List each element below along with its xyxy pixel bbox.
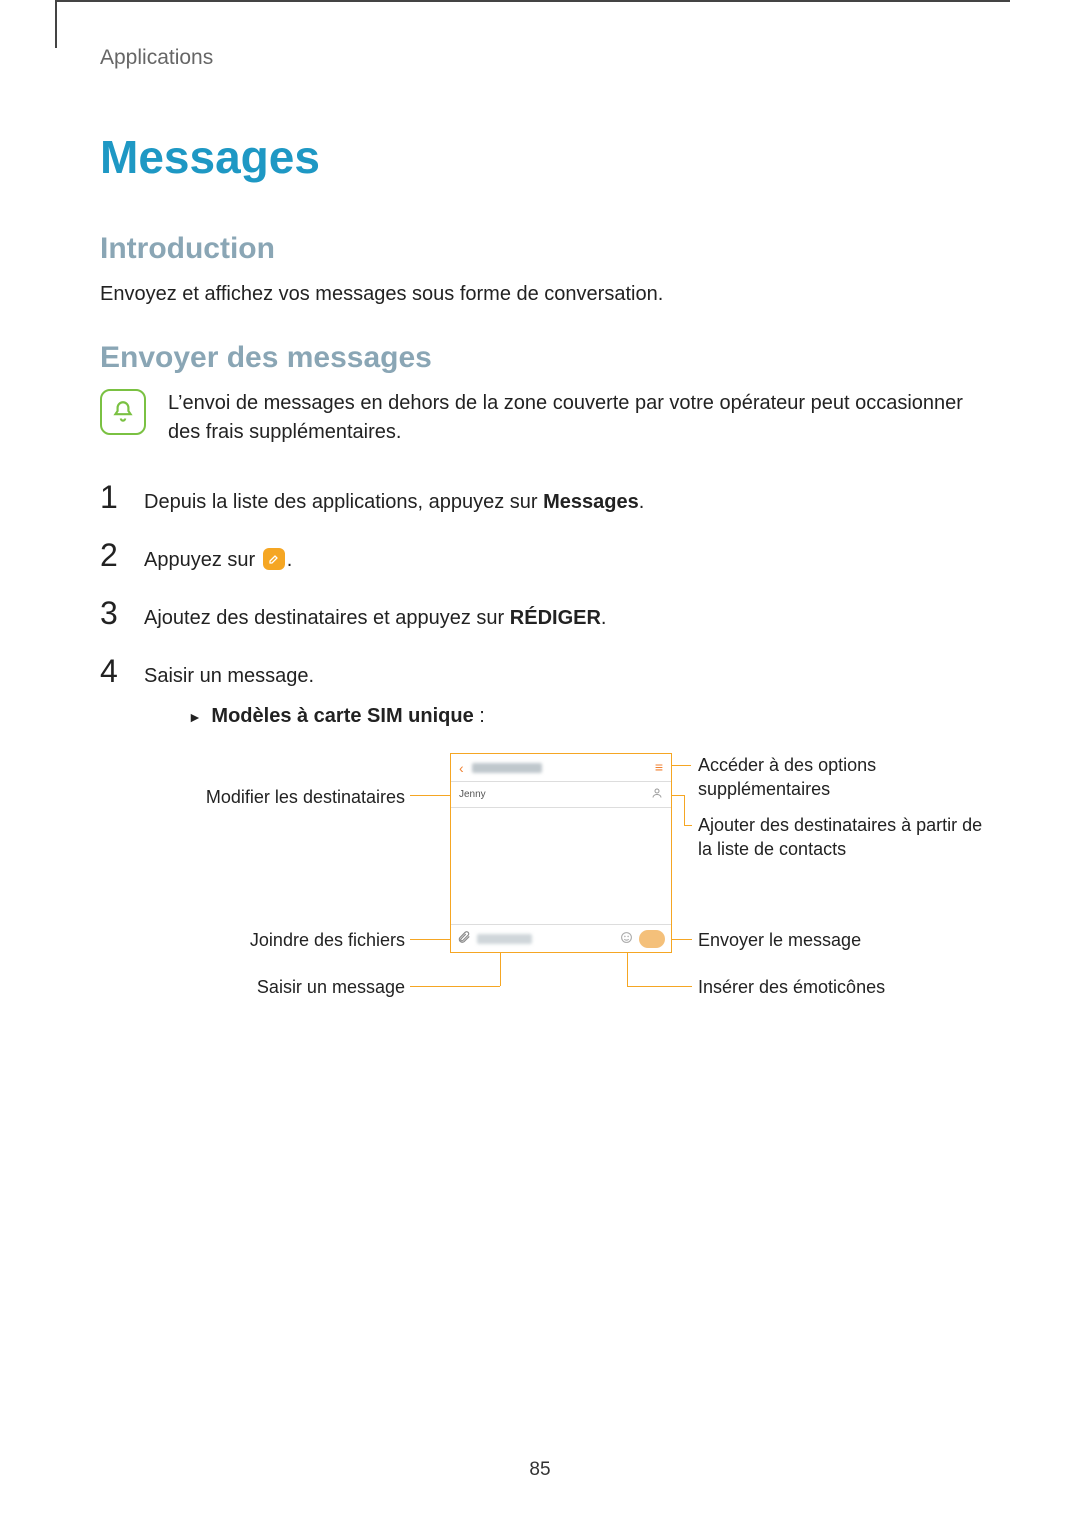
- step-subnote: ► Modèles à carte SIM unique :: [188, 701, 485, 731]
- recipient-name: Jenny: [459, 789, 486, 800]
- contact-icon: [651, 787, 663, 802]
- leader: [690, 765, 691, 766]
- leader: [410, 795, 450, 796]
- callout-add-contacts: Ajouter des destinataires à partir de la…: [698, 813, 988, 862]
- subnote-bold: Modèles à carte SIM unique: [211, 705, 473, 727]
- leader: [410, 986, 500, 987]
- note-bell-icon: [100, 389, 146, 435]
- phone-body: [451, 808, 671, 924]
- step-post: .: [639, 491, 645, 513]
- callout-attach: Joindre des fichiers: [235, 928, 405, 952]
- leader: [410, 939, 450, 940]
- leader: [672, 765, 690, 766]
- leader: [672, 939, 692, 940]
- page-number: 85: [0, 1459, 1080, 1481]
- step-text: Ajoutez des destinataires et appuyez sur: [144, 607, 510, 629]
- callout-more-options: Accéder à des options supplémentaires: [698, 753, 958, 802]
- step-text: Saisir un message.: [144, 665, 314, 687]
- phone-mock: ‹ ≡ Jenny: [450, 753, 672, 953]
- send-button: [639, 930, 665, 948]
- leader: [627, 986, 692, 987]
- step-num: 4: [100, 655, 126, 687]
- step-num: 2: [100, 539, 126, 571]
- step-num: 3: [100, 597, 126, 629]
- leader: [684, 795, 685, 825]
- callout-emoji: Insérer des émoticônes: [698, 975, 958, 999]
- note-text: L’envoi de messages en dehors de la zone…: [168, 389, 980, 447]
- section-intro-heading: Introduction: [100, 232, 980, 266]
- page-title: Messages: [100, 130, 980, 184]
- step-num: 1: [100, 481, 126, 513]
- step-post: .: [287, 549, 293, 571]
- left-rule: [55, 0, 57, 48]
- message-input-blur: [477, 934, 532, 944]
- step-bold: Messages: [543, 491, 639, 513]
- step-text: Depuis la liste des applications, appuye…: [144, 491, 543, 513]
- top-rule: [55, 0, 1010, 2]
- leader: [500, 953, 501, 986]
- leader: [627, 953, 628, 986]
- step-1: 1 Depuis la liste des applications, appu…: [100, 481, 980, 517]
- phone-header: ‹ ≡: [451, 754, 671, 782]
- step-post: .: [601, 607, 607, 629]
- step-3: 3 Ajoutez des destinataires et appuyez s…: [100, 597, 980, 633]
- callout-edit-recipients: Modifier les destinataires: [185, 785, 405, 809]
- step-4: 4 Saisir un message. ► Modèles à carte S…: [100, 655, 980, 731]
- emoji-icon: [620, 931, 633, 947]
- triangle-icon: ►: [188, 709, 202, 725]
- step-2: 2 Appuyez sur .: [100, 539, 980, 575]
- attach-icon: [457, 930, 471, 947]
- breadcrumb: Applications: [100, 46, 980, 70]
- callout-send: Envoyer le message: [698, 928, 958, 952]
- compose-icon: [263, 548, 285, 570]
- section-intro-body: Envoyez et affichez vos messages sous fo…: [100, 280, 980, 309]
- section-send-heading: Envoyer des messages: [100, 341, 980, 375]
- callout-enter-msg: Saisir un message: [235, 975, 405, 999]
- step-text: Appuyez sur: [144, 549, 261, 571]
- phone-recipient-row: Jenny: [451, 782, 671, 808]
- menu-icon: ≡: [655, 760, 663, 774]
- step-bold: RÉDIGER: [510, 607, 601, 629]
- message-ui-diagram: ‹ ≡ Jenny Mod: [100, 753, 980, 1033]
- subnote-post: :: [474, 705, 485, 727]
- header-title-blur: [472, 763, 542, 773]
- phone-input-row: [451, 924, 671, 952]
- steps-list: 1 Depuis la liste des applications, appu…: [100, 481, 980, 731]
- leader: [672, 795, 684, 796]
- back-icon: ‹: [459, 760, 464, 776]
- leader: [684, 825, 692, 826]
